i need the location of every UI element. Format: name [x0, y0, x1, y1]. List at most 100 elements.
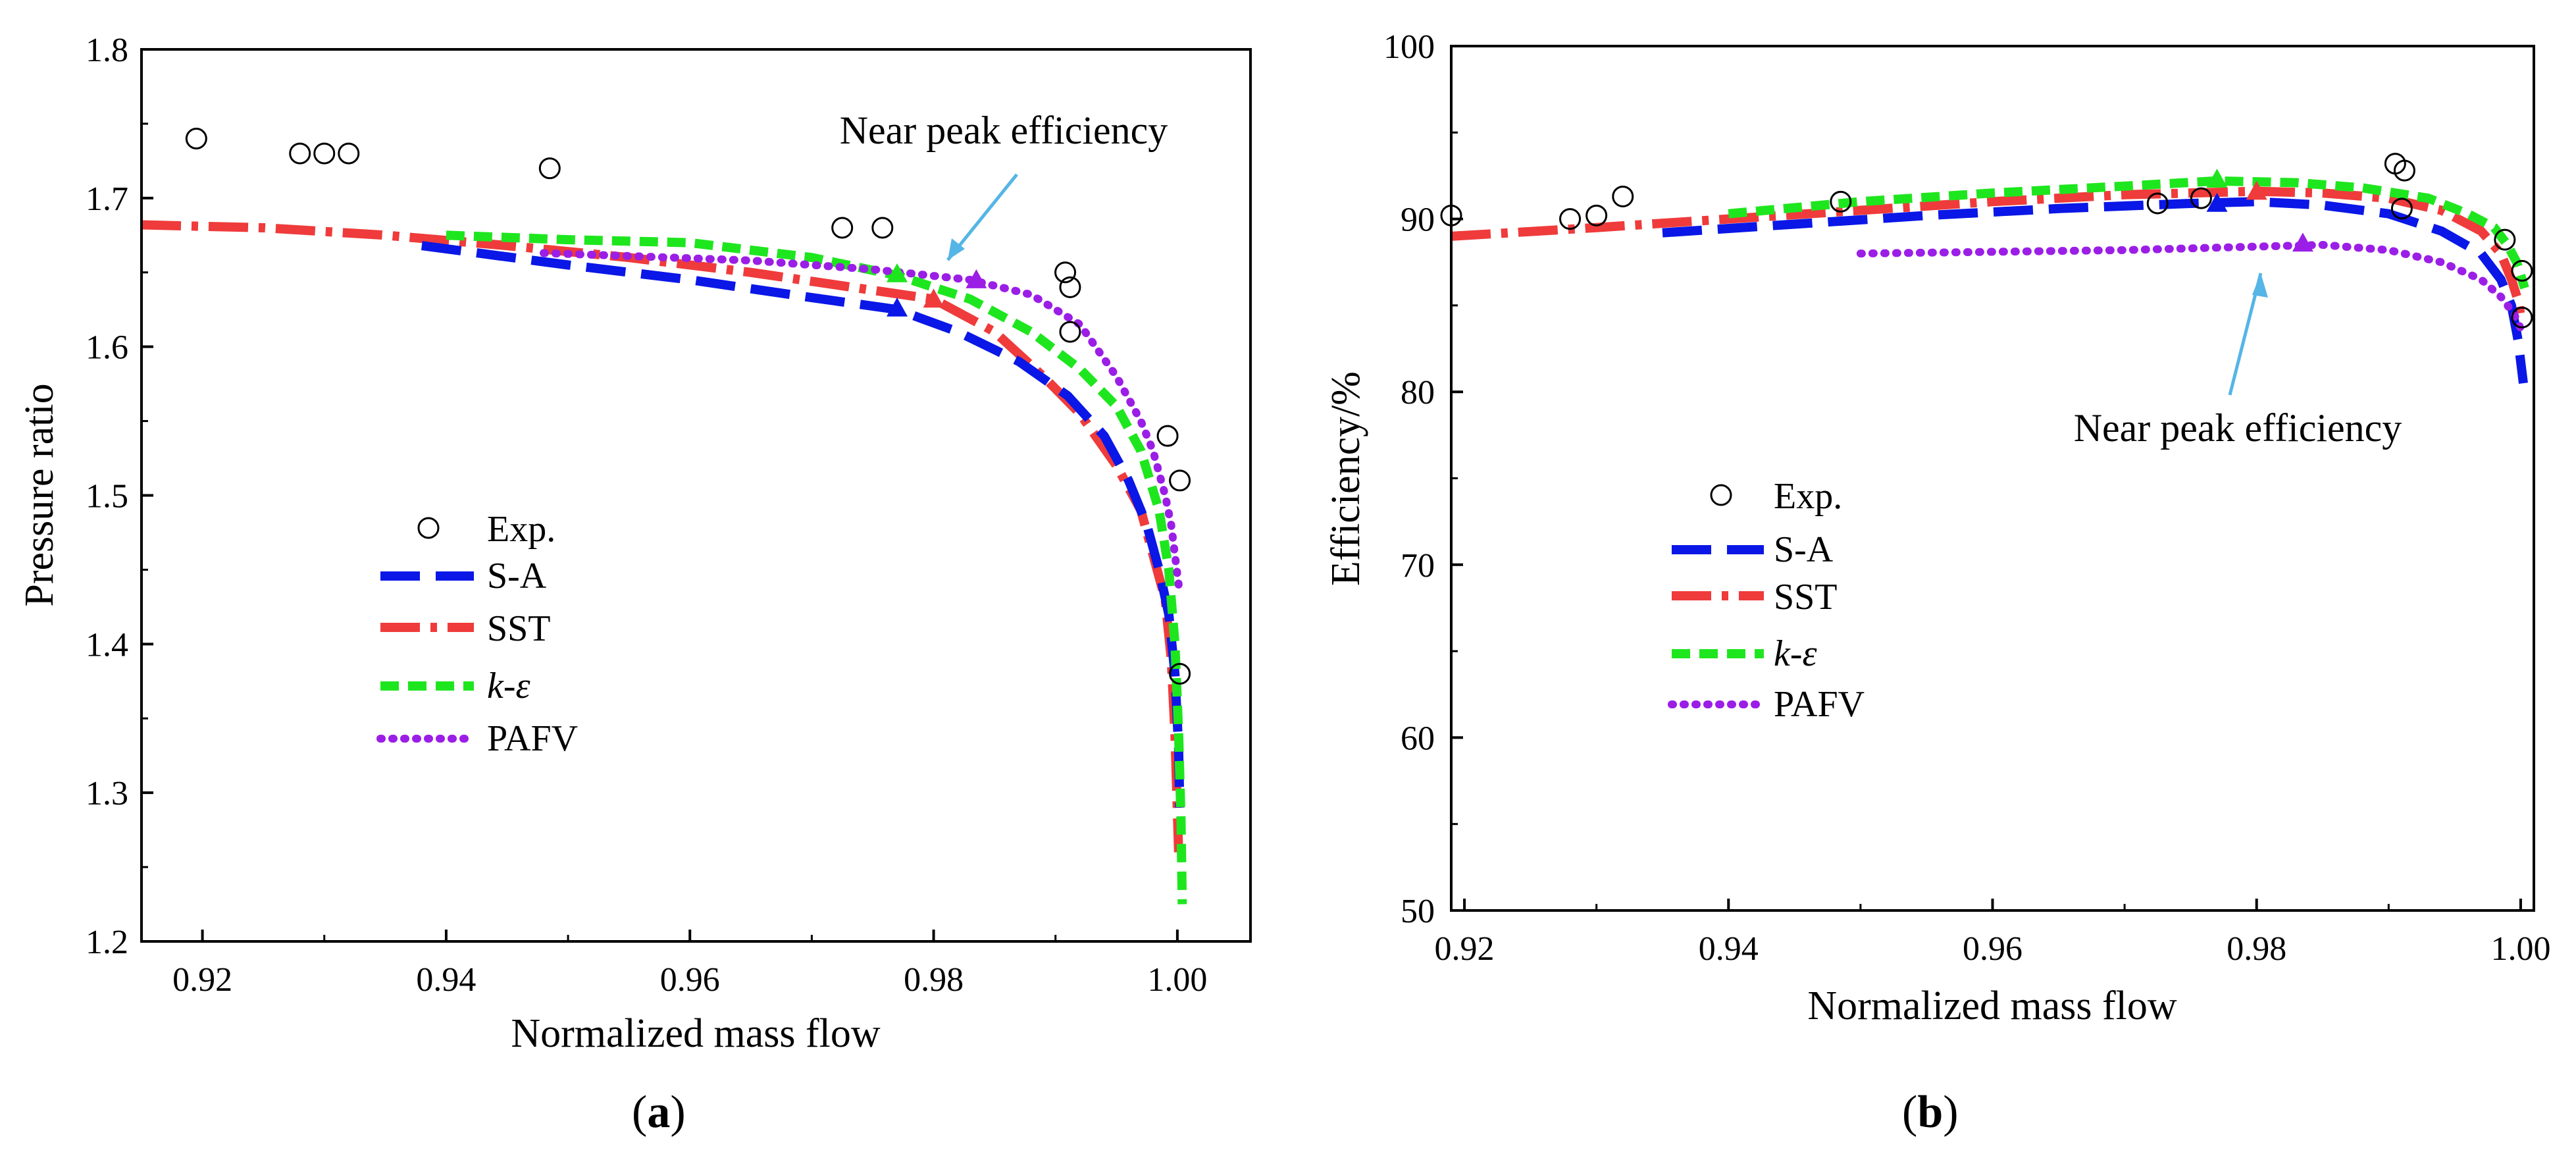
panel-a-exp-point — [1054, 261, 1077, 284]
panel-b-ytick-label: 80 — [1401, 374, 1435, 411]
panel-a-exp-point — [289, 142, 311, 165]
panel-b-peak-ke — [2206, 169, 2228, 188]
legend-pafv-label: PAFV — [487, 718, 578, 759]
panel-b-exp-point — [2390, 197, 2413, 220]
legend-pafv-label: PAFV — [1774, 684, 1865, 725]
panel-b-xtick-label: 0.94 — [1699, 930, 1759, 968]
panel-a-peak-pafv — [966, 269, 987, 288]
panel-b-exp-point — [2511, 259, 2533, 282]
panel-b-series-pafv — [1856, 241, 2526, 336]
panel-a-xlabel: Normalized mass flow — [511, 1011, 881, 1056]
panel-a-annotation-text: Near peak efficiency — [840, 109, 1168, 152]
panel-b-annotation-text: Near peak efficiency — [2074, 406, 2402, 450]
panel-b-label: (b) — [1902, 1087, 1959, 1138]
panel-b-exp-point — [1559, 208, 1582, 230]
panel-a-ylabel: Pressure ratio — [17, 383, 62, 606]
panel-a-xtick-label: 0.96 — [660, 961, 720, 999]
panel-a-series-ke — [446, 230, 1187, 905]
panel-b-xtick-label: 0.98 — [2227, 930, 2286, 968]
legend-sst-label: SST — [487, 608, 551, 649]
panel-b-series-sst — [1451, 186, 2527, 324]
panel-b-peak-pafv — [2292, 232, 2313, 252]
panel-a-xtick-label: 0.94 — [416, 961, 476, 999]
legend-sa-label: S-A — [1774, 529, 1834, 570]
legend-ke-label: k-ε — [1774, 633, 1818, 674]
panel-b-xtick-label: 0.92 — [1435, 930, 1495, 968]
panel-b-exp-points — [1440, 153, 2533, 329]
panel-b-ytick-label: 90 — [1401, 201, 1435, 239]
panel-a-ytick-label: 1.3 — [86, 775, 128, 812]
legend-sst-label: SST — [1774, 577, 1838, 618]
panel-a-xtick-label: 1.00 — [1147, 961, 1207, 999]
panel-a-exp-point — [538, 157, 561, 180]
panel-b-legend: Exp. S-A SST k-ε PAFV — [1668, 476, 1865, 725]
panel-a-exp-point — [185, 128, 207, 149]
panel-a-peak-sa — [887, 297, 908, 317]
panel-b-peak-markers — [2206, 169, 2313, 252]
panel-b-series-ke — [1728, 176, 2529, 290]
panel-a-ytick-label: 1.4 — [86, 626, 128, 664]
panel-a-peak-ke — [887, 263, 908, 282]
panel-b-series — [1451, 176, 2529, 384]
panel-a-peak-markers — [887, 263, 987, 317]
panel-a-series-sst — [141, 220, 1183, 853]
panel-a-exp-points — [185, 128, 1191, 685]
panel-b-exp-point — [2190, 187, 2212, 209]
panel-a-frame — [140, 48, 1252, 943]
panel-a-exp-point — [1059, 276, 1081, 298]
panel-a-series-sa — [421, 241, 1185, 808]
panel-b-exp-point — [2494, 228, 2516, 251]
panel-a-annotation-arrowhead — [948, 238, 965, 260]
legend-exp-marker — [1710, 484, 1732, 506]
panel-a-exp-point — [338, 142, 360, 165]
panel-a-exp-point — [871, 217, 894, 239]
legend-exp-label: Exp. — [1774, 476, 1842, 517]
panel-b-exp-point — [1585, 204, 1608, 226]
panel-a-series-pafv — [540, 249, 1183, 589]
panel-a-ytick-label: 1.2 — [86, 924, 128, 961]
panel-b-series-sa — [1662, 197, 2528, 384]
panel-b-chart: 0.92 0.94 0.96 0.98 1.00 50 60 70 80 90 100 Near p… — [1324, 28, 2550, 1138]
panel-a-exp-point — [1156, 425, 1179, 447]
panel-a-series — [141, 220, 1187, 905]
panel-b-ytick-label: 70 — [1401, 547, 1435, 585]
panel-b-xtick-label: 1.00 — [2490, 930, 2550, 968]
panel-a-xtick-label: 0.98 — [904, 961, 964, 999]
panel-a-label: (a) — [632, 1087, 686, 1138]
panel-a-ytick-label: 1.6 — [86, 329, 128, 367]
panel-a-exp-point — [313, 142, 336, 165]
legend-exp-label: Exp. — [487, 509, 555, 550]
panel-a-ytick-label: 1.8 — [86, 32, 128, 69]
panel-a-exp-point — [1169, 663, 1191, 685]
panel-a-exp-point — [1059, 321, 1081, 343]
panel-b-ytick-label: 100 — [1383, 28, 1435, 66]
panel-b-exp-point — [2511, 306, 2533, 329]
panel-b-ytick-label: 50 — [1401, 893, 1435, 930]
panel-a-xtick-label: 0.92 — [172, 961, 232, 999]
panel-a-ticks: 0.92 0.94 0.96 0.98 1.00 1.2 1.3 1.4 1.5 1.6 1.7 1.… — [86, 32, 1207, 999]
legend-ke-label: k-ε — [487, 666, 531, 706]
panel-b-ylabel: Efficiency/% — [1324, 371, 1368, 586]
panel-b-peak-sa — [2206, 192, 2228, 212]
legend-sa-label: S-A — [487, 556, 547, 596]
panel-b-peak-sst — [2246, 180, 2267, 200]
panel-b-xlabel: Normalized mass flow — [1807, 984, 2177, 1028]
panel-a-exp-point — [831, 217, 854, 239]
panel-b-exp-point — [1612, 185, 1634, 207]
panel-a-exp-point — [1169, 469, 1191, 492]
panel-a-legend: Exp. S-A SST k-ε PAFV — [376, 509, 578, 759]
panel-b-exp-point — [2393, 159, 2415, 182]
panel-a-peak-sst — [923, 288, 944, 308]
panel-a-ytick-label: 1.5 — [86, 478, 128, 515]
panel-b-frame — [1450, 45, 2535, 912]
panel-b-ticks: 0.92 0.94 0.96 0.98 1.00 50 60 70 80 90 100 — [1383, 28, 2550, 968]
panel-b-annotation-arrowhead — [2252, 273, 2268, 298]
legend-exp-marker — [417, 517, 440, 539]
panel-b-exp-point — [1830, 190, 1852, 213]
panel-b-xtick-label: 0.96 — [1963, 930, 2022, 968]
panel-a-ytick-label: 1.7 — [86, 180, 128, 218]
panel-a-chart: 0.92 0.94 0.96 0.98 1.00 1.2 1.3 1.4 1.5 1.6 1.7 1.… — [17, 32, 1252, 1138]
panel-b-exp-point — [2146, 192, 2169, 215]
panel-b-ytick-label: 60 — [1401, 720, 1435, 757]
